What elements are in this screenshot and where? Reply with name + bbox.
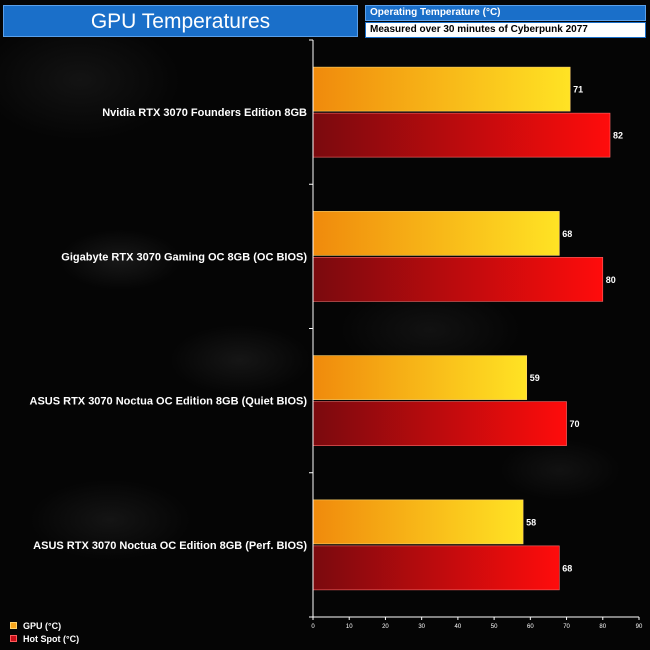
bar-hotspot-0 bbox=[312, 112, 611, 158]
category-label-2: ASUS RTX 3070 Noctua OC Edition 8GB (Qui… bbox=[30, 396, 308, 408]
chart-title: GPU Temperatures bbox=[3, 5, 358, 37]
x-tick-label-6: 60 bbox=[527, 624, 534, 630]
data-label-gpu-1: 68 bbox=[562, 229, 572, 239]
data-label-hotspot-2: 70 bbox=[570, 419, 580, 429]
data-label-hotspot-3: 68 bbox=[562, 563, 572, 573]
legend-label-gpu: GPU (°C) bbox=[23, 620, 62, 631]
x-tick-label-7: 70 bbox=[563, 624, 570, 630]
x-tick-label-1: 10 bbox=[346, 624, 353, 630]
bar-gpu-0 bbox=[312, 66, 571, 112]
bar-gpu-2 bbox=[312, 355, 528, 400]
legend-label-hotspot: Hot Spot (°C) bbox=[23, 633, 80, 644]
bar-hotspot-1 bbox=[312, 257, 604, 302]
bar-hotspot-2 bbox=[312, 401, 567, 446]
data-label-hotspot-1: 80 bbox=[606, 275, 616, 285]
chart-subtitle-metric: Operating Temperature (°C) bbox=[365, 5, 646, 21]
category-label-0: Nvidia RTX 3070 Founders Edition 8GB bbox=[102, 107, 307, 119]
legend-swatch-hotspot bbox=[10, 635, 17, 642]
data-label-gpu-0: 71 bbox=[573, 85, 583, 95]
x-tick-label-0: 0 bbox=[311, 624, 315, 630]
category-label-3: ASUS RTX 3070 Noctua OC Edition 8GB (Per… bbox=[33, 540, 307, 552]
bar-hotspot-3 bbox=[312, 545, 560, 591]
x-tick-label-4: 40 bbox=[455, 624, 462, 630]
x-tick-label-5: 50 bbox=[491, 624, 498, 630]
bar-gpu-1 bbox=[312, 211, 560, 256]
x-tick-label-8: 80 bbox=[599, 624, 606, 630]
data-label-gpu-2: 59 bbox=[530, 373, 540, 383]
data-label-gpu-3: 58 bbox=[526, 517, 536, 527]
legend-swatch-gpu bbox=[10, 622, 17, 629]
x-tick-label-9: 90 bbox=[636, 624, 643, 630]
category-label-1: Gigabyte RTX 3070 Gaming OC 8GB (OC BIOS… bbox=[61, 251, 307, 263]
legend-item-hotspot: Hot Spot (°C) bbox=[10, 632, 79, 645]
bar-gpu-3 bbox=[312, 499, 524, 545]
chart-subtitle-note: Measured over 30 minutes of Cyberpunk 20… bbox=[365, 22, 646, 38]
legend-item-gpu: GPU (°C) bbox=[10, 619, 79, 632]
x-tick-label-2: 20 bbox=[382, 624, 389, 630]
data-label-hotspot-0: 82 bbox=[613, 131, 623, 141]
x-tick-label-3: 30 bbox=[418, 624, 425, 630]
legend: GPU (°C) Hot Spot (°C) bbox=[10, 619, 79, 645]
